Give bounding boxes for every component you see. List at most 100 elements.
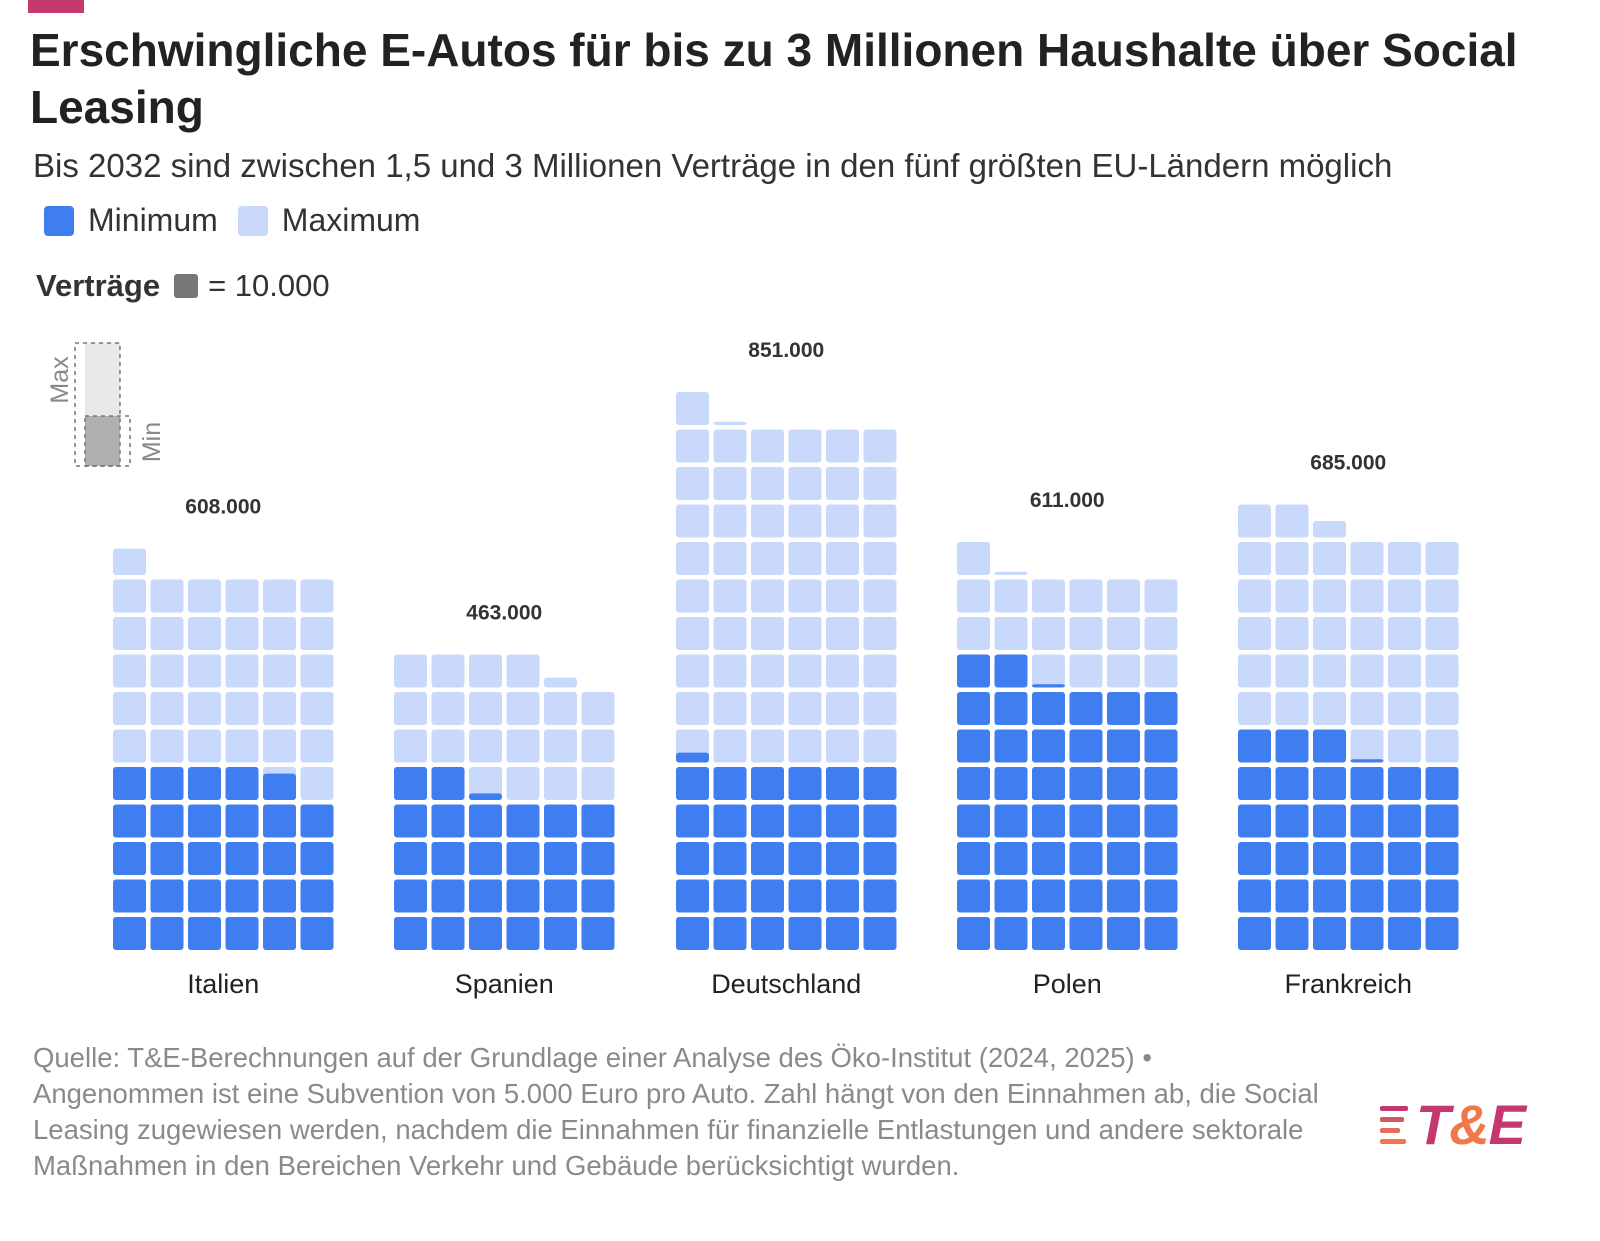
waffle-cell-maximum	[826, 579, 859, 613]
waffle-cell-minimum	[506, 842, 540, 875]
logo-stripes-icon	[1380, 1103, 1408, 1147]
waffle-cell-minimum	[863, 842, 897, 875]
waffle-cell-maximum	[1388, 692, 1421, 725]
waffle-cell-maximum	[826, 692, 859, 725]
logo-e: E	[1488, 1093, 1526, 1156]
waffle-cell-maximum	[1425, 654, 1459, 688]
waffle-cell-maximum	[1388, 729, 1421, 763]
waffle-cell-maximum	[469, 692, 502, 725]
waffle-cell-maximum	[863, 429, 897, 463]
waffle-cell-maximum	[1388, 654, 1421, 688]
waffle-cell-maximum	[1350, 579, 1384, 613]
waffle-cell-maximum	[676, 392, 709, 425]
waffle-cell-minimum	[1107, 842, 1140, 875]
waffle-cell-minimum	[188, 842, 221, 875]
waffle-cell-maximum	[751, 429, 784, 463]
waffle-cell-maximum	[751, 654, 784, 688]
waffle-cell-maximum	[1388, 579, 1421, 613]
waffle-cell-maximum	[1350, 654, 1384, 688]
waffle-cell-maximum	[788, 692, 822, 725]
waffle-cell-maximum	[788, 617, 822, 650]
waffle-cell-minimum	[431, 842, 465, 875]
footer-note: Angenommen ist eine Subvention von 5.000…	[33, 1078, 1319, 1181]
waffle-cell-minimum	[506, 879, 540, 913]
waffle-cell-minimum	[431, 879, 465, 913]
waffle-cell-minimum	[1032, 879, 1065, 913]
waffle-cell-maximum	[113, 617, 146, 650]
waffle-cell-minimum	[1350, 879, 1384, 913]
waffle-cell-maximum	[676, 504, 709, 538]
waffle-cell-minimum	[225, 804, 259, 838]
waffle-cell-maximum	[431, 654, 465, 688]
waffle-cell-maximum	[863, 617, 897, 650]
waffle-cell-maximum	[994, 579, 1028, 613]
waffle-cell-minimum	[431, 804, 465, 838]
waffle-cell-minimum	[150, 879, 184, 913]
waffle-cell-maximum	[1425, 692, 1459, 725]
waffle-cell-minimum	[300, 879, 334, 913]
waffle-cell-minimum	[263, 804, 296, 838]
waffle-cell-maximum	[150, 579, 184, 613]
waffle-cell-maximum	[1275, 579, 1309, 613]
waffle-cell-minimum	[1069, 804, 1103, 838]
waffle-cell-minimum	[1144, 767, 1178, 800]
waffle-cell-minimum	[1032, 692, 1065, 725]
waffle-cell-maximum	[225, 654, 259, 688]
key-max-fill	[85, 343, 120, 416]
waffle-cell-maximum	[788, 542, 822, 575]
waffle-cell-maximum	[957, 617, 990, 650]
waffle-cell-minimum	[1313, 767, 1346, 800]
waffle-cell-maximum	[788, 579, 822, 613]
waffle-cell-minimum	[1238, 767, 1271, 800]
waffle-cell-maximum	[544, 677, 577, 688]
waffle-cell-minimum	[1313, 729, 1346, 763]
waffle-cell-minimum	[150, 842, 184, 875]
waffle-cell-maximum	[188, 729, 221, 763]
waffle-cell-minimum	[1238, 879, 1271, 913]
waffle-cell-maximum	[713, 654, 747, 688]
waffle-cell-maximum	[1238, 654, 1271, 688]
country-group-spanien: 463.000 Spanien	[394, 602, 615, 999]
waffle-cell-minimum	[1238, 917, 1271, 950]
waffle-cell-maximum	[225, 729, 259, 763]
waffle-cell-minimum	[676, 879, 709, 913]
waffle-cell-maximum	[188, 579, 221, 613]
waffle-cell-maximum	[1313, 617, 1346, 650]
chart-subtitle: Bis 2032 sind zwischen 1,5 und 3 Million…	[33, 147, 1393, 184]
waffle-cell-maximum	[300, 579, 334, 613]
waffle-cell-minimum	[713, 767, 747, 800]
waffle-cell-maximum	[1425, 542, 1459, 575]
waffle-cell-maximum	[863, 542, 897, 575]
waffle-cell-minimum	[863, 804, 897, 838]
waffle-cell-minimum	[957, 917, 990, 950]
waffle-cell-maximum	[676, 654, 709, 688]
waffle-cell-minimum	[957, 692, 990, 725]
waffle-cell-maximum	[506, 692, 540, 725]
waffle-cell-minimum	[1313, 842, 1346, 875]
waffle-cell-maximum	[863, 692, 897, 725]
waffle-cell-maximum	[188, 692, 221, 725]
waffle-cell-minimum	[188, 767, 221, 800]
waffle-cell-minimum	[469, 917, 502, 950]
waffle-cell-minimum	[788, 767, 822, 800]
waffle-cell-maximum	[1238, 579, 1271, 613]
waffle-cell-maximum	[713, 504, 747, 538]
waffle-cell-minimum	[1107, 767, 1140, 800]
waffle-cell-minimum	[506, 804, 540, 838]
waffle-cell-maximum	[113, 548, 146, 575]
waffle-cell-minimum	[1275, 767, 1309, 800]
waffle-cell-minimum	[469, 879, 502, 913]
waffle-cell-minimum	[994, 654, 1028, 688]
country-group-polen: 611.000 Polen	[957, 489, 1178, 999]
waffle-cell-minimum	[188, 917, 221, 950]
waffle-cell-maximum	[469, 654, 502, 688]
category-label-frankreich: Frankreich	[1284, 969, 1412, 999]
waffle-cell-minimum	[1107, 879, 1140, 913]
waffle-cell-minimum	[713, 917, 747, 950]
waffle-cell-maximum	[713, 692, 747, 725]
waffle-cell-minimum	[1144, 842, 1178, 875]
waffle-cell-maximum	[225, 579, 259, 613]
waffle-cell-minimum	[826, 842, 859, 875]
waffle-cell-minimum	[994, 692, 1028, 725]
waffle-cell-maximum	[1275, 617, 1309, 650]
